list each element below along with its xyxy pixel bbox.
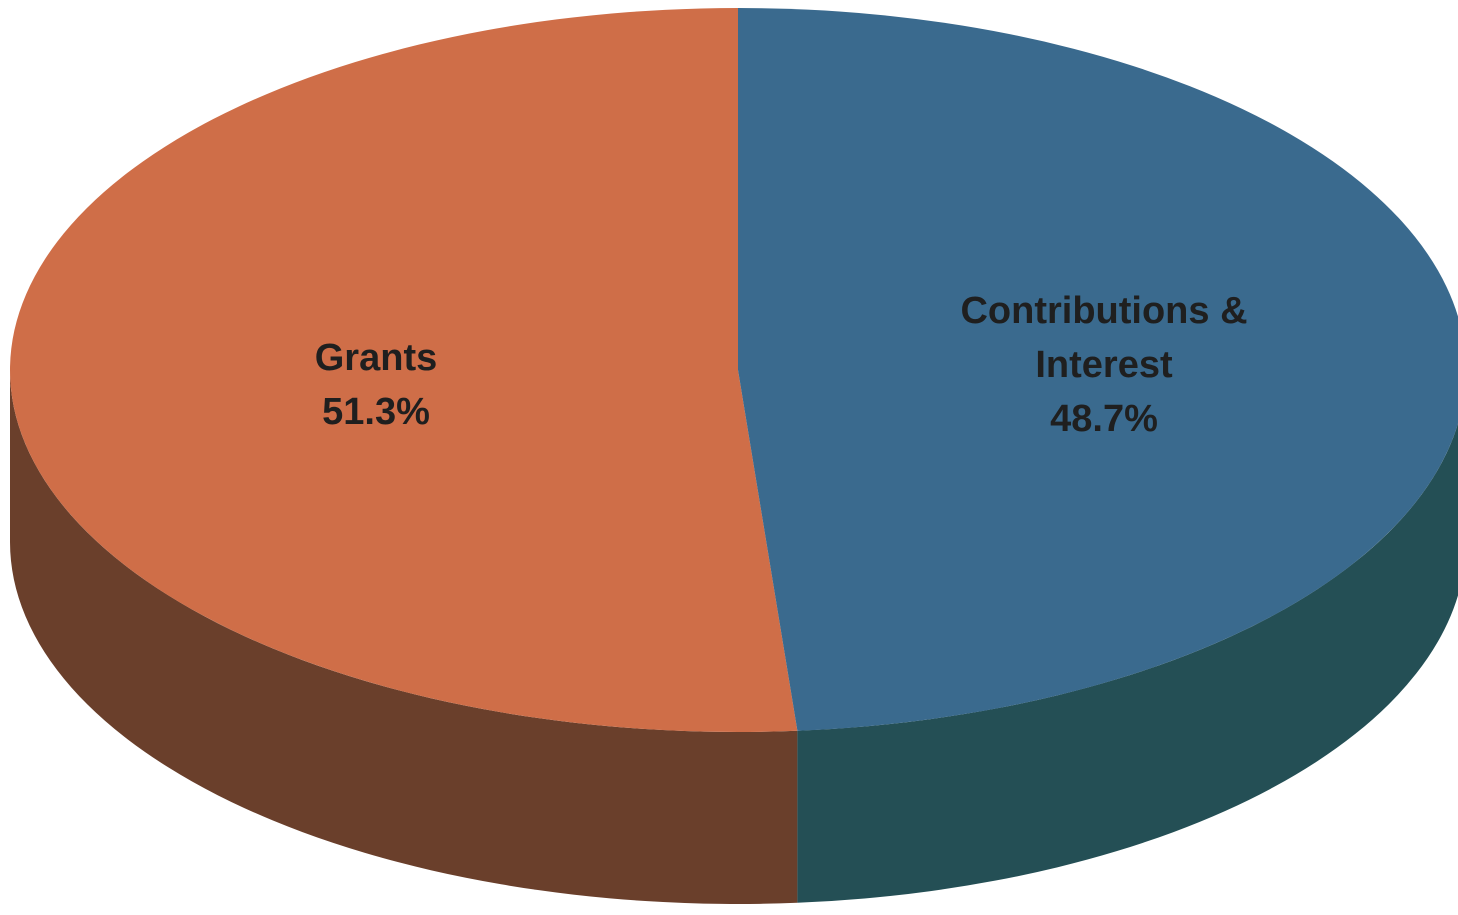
pie-slice-grants-side bbox=[10, 370, 798, 905]
pie-side-walls bbox=[10, 370, 1458, 905]
grants-label: Grants 51.3% bbox=[315, 337, 437, 433]
slice-label-line: Grants bbox=[315, 337, 437, 379]
slice-label-line: 51.3% bbox=[322, 391, 430, 433]
slice-label-line: Interest bbox=[1035, 344, 1173, 386]
contributions-interest-label: Contributions & Interest 48.7% bbox=[960, 290, 1247, 440]
pie-labels: Grants 51.3% Contributions & Interest 48.7% bbox=[315, 290, 1248, 440]
slice-label-line: 48.7% bbox=[1050, 398, 1158, 440]
pie-slice-grants bbox=[10, 8, 798, 732]
slice-label-line: Contributions & bbox=[960, 290, 1247, 332]
pie-slice-contributions-interest-side bbox=[797, 423, 1458, 903]
pie-top-faces bbox=[10, 8, 1458, 732]
pie-slice-contributions-interest bbox=[738, 8, 1458, 731]
